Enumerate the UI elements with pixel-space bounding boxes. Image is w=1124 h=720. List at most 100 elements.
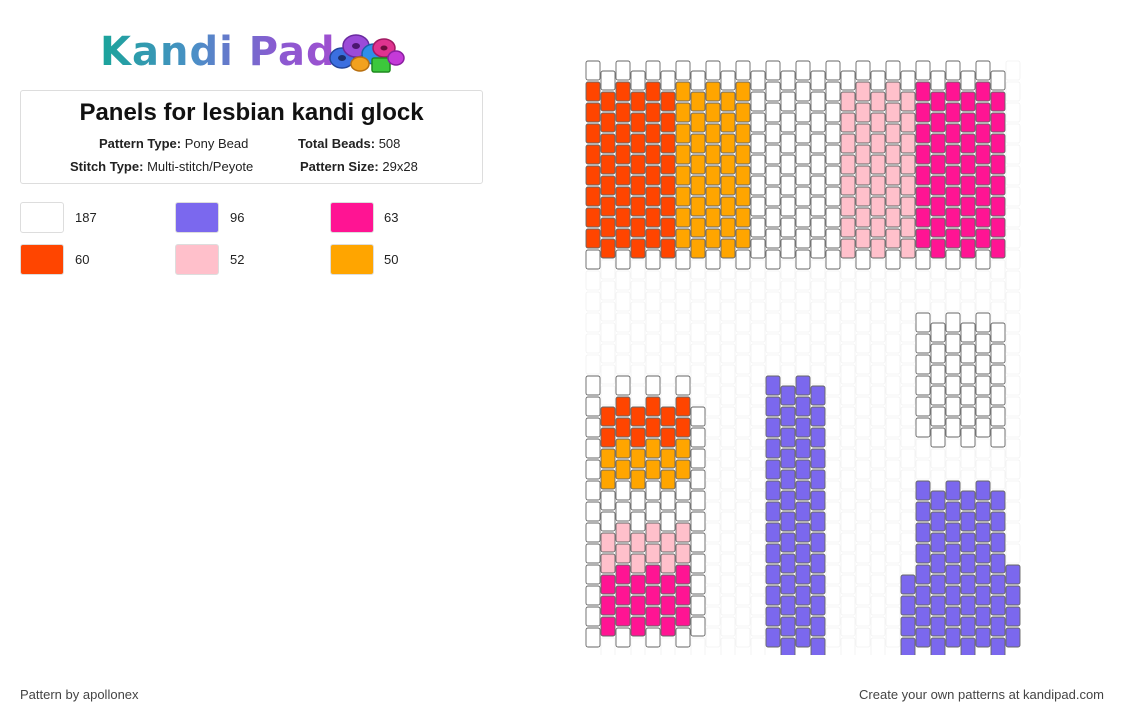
empty-bead-slot <box>750 343 766 364</box>
bead <box>930 112 946 133</box>
empty-bead-slot <box>600 364 616 385</box>
swatch-orange-red[interactable] <box>20 244 64 275</box>
bead <box>795 585 811 606</box>
empty-bead-slot <box>600 343 616 364</box>
bead <box>810 70 826 91</box>
bead <box>990 70 1006 91</box>
empty-bead-slot <box>945 459 961 480</box>
bead <box>600 196 616 217</box>
bead <box>975 501 991 522</box>
bead <box>660 196 676 217</box>
bead <box>675 102 691 123</box>
bead <box>975 60 991 81</box>
empty-bead-slot <box>1005 81 1021 102</box>
bead <box>585 627 601 648</box>
empty-bead-slot <box>870 448 886 469</box>
bead <box>975 81 991 102</box>
stitch-type-value: Multi-stitch/Peyote <box>147 159 254 174</box>
swatch-light-pink-count: 52 <box>230 252 245 267</box>
bead-pattern-grid[interactable] <box>585 55 1025 655</box>
swatch-pink-count: 63 <box>384 210 399 225</box>
empty-bead-slot <box>870 427 886 448</box>
empty-bead-slot <box>735 291 751 312</box>
kandipad-link[interactable]: Create your own patterns at kandipad.com <box>859 687 1104 702</box>
bead <box>720 91 736 112</box>
color-palette: 187 96 63 60 52 50 <box>20 202 480 282</box>
empty-bead-slot <box>960 301 976 322</box>
empty-bead-slot <box>915 438 931 459</box>
bead <box>780 133 796 154</box>
bead <box>990 616 1006 637</box>
swatch-white[interactable] <box>20 202 64 233</box>
empty-bead-slot <box>810 343 826 364</box>
bead <box>675 522 691 543</box>
bead <box>615 375 631 396</box>
bead <box>795 207 811 228</box>
bead <box>615 585 631 606</box>
empty-bead-slot <box>870 343 886 364</box>
bead <box>630 91 646 112</box>
bead <box>990 364 1006 385</box>
bead <box>660 427 676 448</box>
bead <box>735 123 751 144</box>
bead <box>675 144 691 165</box>
bead <box>975 522 991 543</box>
empty-bead-slot <box>705 417 721 438</box>
empty-bead-slot <box>1005 186 1021 207</box>
empty-bead-slot <box>840 574 856 595</box>
empty-bead-slot <box>825 438 841 459</box>
bead <box>690 469 706 490</box>
kandi-pad-logo[interactable]: Kandi Pad <box>100 26 410 78</box>
bead <box>930 154 946 175</box>
bead <box>765 165 781 186</box>
swatch-orange[interactable] <box>330 244 374 275</box>
bead <box>930 70 946 91</box>
bead <box>990 553 1006 574</box>
bead <box>990 385 1006 406</box>
empty-bead-slot <box>900 490 916 511</box>
bead <box>720 238 736 259</box>
bead <box>780 196 796 217</box>
bead <box>840 133 856 154</box>
bead <box>630 406 646 427</box>
bead <box>975 375 991 396</box>
empty-bead-slot <box>1005 333 1021 354</box>
bead <box>945 396 961 417</box>
bead <box>900 637 916 655</box>
empty-bead-slot <box>750 385 766 406</box>
bead <box>960 553 976 574</box>
bead <box>690 574 706 595</box>
empty-bead-slot <box>900 385 916 406</box>
bead <box>810 532 826 553</box>
bead <box>990 91 1006 112</box>
bead <box>615 564 631 585</box>
empty-bead-slot <box>600 259 616 280</box>
swatch-purple[interactable] <box>175 202 219 233</box>
empty-bead-slot <box>735 333 751 354</box>
bead <box>885 207 901 228</box>
bead <box>990 154 1006 175</box>
bead <box>930 406 946 427</box>
empty-bead-slot <box>705 480 721 501</box>
empty-bead-slot <box>900 511 916 532</box>
empty-bead-slot <box>840 427 856 448</box>
empty-bead-slot <box>825 543 841 564</box>
bead <box>930 427 946 448</box>
bead <box>810 385 826 406</box>
swatch-light-pink[interactable] <box>175 244 219 275</box>
bead <box>630 133 646 154</box>
empty-bead-slot <box>705 270 721 291</box>
empty-bead-slot <box>585 291 601 312</box>
swatch-pink[interactable] <box>330 202 374 233</box>
bead <box>690 175 706 196</box>
bead <box>675 207 691 228</box>
empty-bead-slot <box>900 364 916 385</box>
empty-bead-slot <box>750 532 766 553</box>
bead <box>960 175 976 196</box>
empty-bead-slot <box>1005 522 1021 543</box>
bead <box>1005 606 1021 627</box>
empty-bead-slot <box>900 427 916 448</box>
bead <box>990 343 1006 364</box>
empty-bead-slot <box>810 364 826 385</box>
bead <box>765 501 781 522</box>
